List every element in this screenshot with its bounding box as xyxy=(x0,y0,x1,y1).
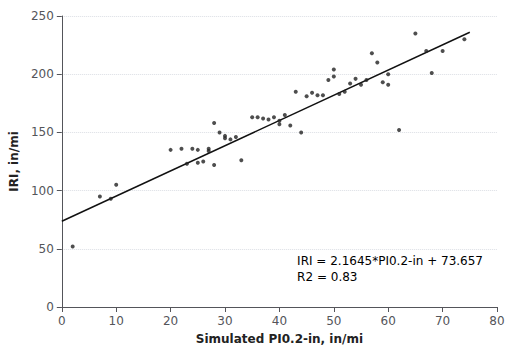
svg-text:0: 0 xyxy=(46,300,54,314)
svg-text:50: 50 xyxy=(39,242,54,256)
svg-text:0: 0 xyxy=(58,314,66,328)
svg-text:R2 = 0.83: R2 = 0.83 xyxy=(297,270,357,284)
svg-text:250: 250 xyxy=(31,9,54,23)
svg-text:IRI = 2.1645*PI0.2-in + 73.657: IRI = 2.1645*PI0.2-in + 73.657 xyxy=(297,254,483,268)
svg-text:60: 60 xyxy=(381,314,396,328)
svg-text:20: 20 xyxy=(163,314,178,328)
svg-text:40: 40 xyxy=(272,314,287,328)
svg-text:100: 100 xyxy=(31,184,54,198)
svg-text:50: 50 xyxy=(326,314,341,328)
svg-text:80: 80 xyxy=(489,314,504,328)
svg-text:150: 150 xyxy=(31,125,54,139)
svg-text:30: 30 xyxy=(217,314,232,328)
svg-text:200: 200 xyxy=(31,67,54,81)
svg-text:IRI, in/mi: IRI, in/mi xyxy=(7,131,21,192)
svg-text:10: 10 xyxy=(109,314,124,328)
svg-text:70: 70 xyxy=(435,314,450,328)
svg-text:Simulated PI0.2-in, in/mi: Simulated PI0.2-in, in/mi xyxy=(196,332,363,346)
